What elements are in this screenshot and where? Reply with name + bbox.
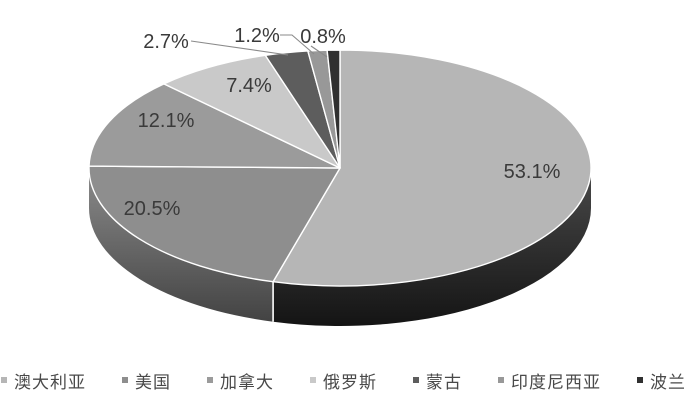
chart-legend: 澳大利亚 美国 加拿大 俄罗斯 蒙古 印度尼西亚 波兰 [0,363,687,397]
pie-chart: 53.1% 20.5% 12.1% 7.4% 2.7% 1.2% 0.8% [88,25,592,326]
legend-item-2: 加拿大 [207,368,274,393]
pie-slice-3 [163,54,341,169]
legend-item-label: 俄罗斯 [323,372,377,392]
pie-data-label-2: 12.1% [138,110,195,132]
pie-data-label-1: 20.5% [124,198,181,220]
legend-item-label: 澳大利亚 [14,372,86,392]
legend-marker-icon [1,377,7,383]
pie-data-label-5: 1.2% [234,25,280,47]
pie-slice-0 [272,49,592,287]
legend-marker-icon [498,377,504,383]
legend-item-1: 美国 [122,368,171,393]
label-leader-line-4 [190,40,289,56]
legend-marker-icon [637,377,643,383]
legend-marker-icon [310,377,316,383]
legend-item-label: 印度尼西亚 [511,372,601,392]
label-leader-line-5 [280,34,315,55]
legend-item-6: 波兰 [637,368,686,393]
legend-item-0: 澳大利亚 [1,368,86,393]
pie-slice-2 [88,83,341,169]
legend-marker-icon [413,377,419,383]
pie-data-label-4: 2.7% [143,31,189,53]
pie-data-label-3: 7.4% [226,75,272,97]
legend-item-label: 美国 [135,372,171,392]
legend-item-3: 俄罗斯 [310,368,377,393]
pie-slice-side-1 [89,168,274,322]
pie-data-label-6: 0.8% [300,26,346,48]
legend-item-5: 印度尼西亚 [498,368,601,393]
legend-item-label: 蒙古 [426,372,462,392]
label-leader-line-6 [310,45,328,58]
legend-item-label: 波兰 [650,372,686,392]
legend-marker-icon [207,377,213,383]
pie-slice-1 [88,165,341,283]
pie-slice-6 [326,49,341,169]
legend-item-4: 蒙古 [413,368,462,393]
legend-marker-icon [122,377,128,383]
legend-item-label: 加拿大 [220,372,274,392]
pie-data-label-0: 53.1% [504,161,561,183]
